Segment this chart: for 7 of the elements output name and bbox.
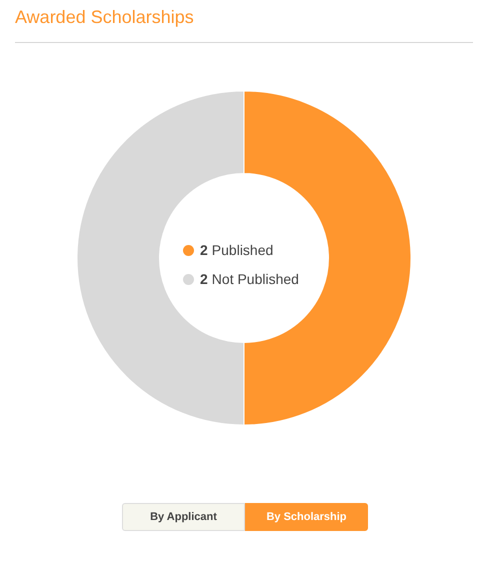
chart-title: Awarded Scholarships bbox=[15, 7, 194, 28]
text: By Scholarship bbox=[245, 503, 368, 531]
data-label: 2 bbox=[200, 270, 208, 289]
legend-label: Not Published bbox=[212, 270, 299, 289]
legend-label: Published bbox=[212, 241, 274, 260]
data-label: 2 bbox=[200, 241, 208, 260]
text: By Applicant bbox=[122, 503, 245, 531]
